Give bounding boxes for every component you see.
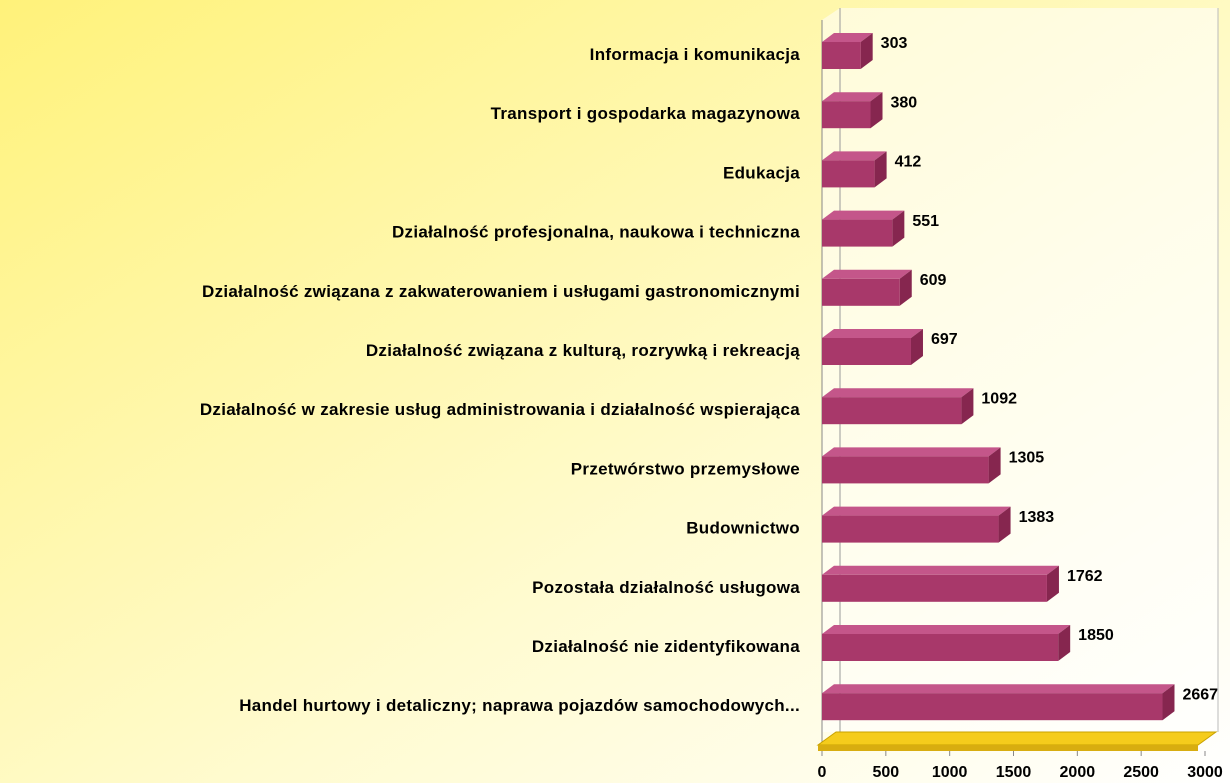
bar-side (1162, 684, 1175, 721)
bar-side (1046, 565, 1059, 602)
y-tick-label: Budownictwo (686, 519, 800, 538)
y-tick-label: Działalność związana z kulturą, rozrywką… (366, 341, 800, 360)
bar-top (822, 269, 912, 279)
bar (822, 634, 1059, 661)
bar-side (988, 447, 1001, 484)
y-tick-label: Przetwórstwo przemysłowe (571, 459, 800, 478)
value-label: 380 (891, 94, 918, 111)
bar-top (822, 33, 873, 42)
value-label: 412 (895, 154, 922, 171)
y-tick-label: Działalność profesjonalna, naukowa i tec… (392, 223, 800, 242)
bar-side (892, 210, 905, 247)
y-tick-label: Handel hurtowy i detaliczny; naprawa poj… (239, 696, 800, 715)
y-tick-label: Działalność nie zidentyfikowana (532, 637, 800, 656)
bar-side (998, 506, 1011, 543)
floor-edge (818, 745, 1198, 751)
x-tick-label: 1500 (996, 764, 1032, 781)
x-tick-label: 3000 (1187, 764, 1223, 781)
bar-top (822, 329, 923, 338)
value-label: 1092 (981, 390, 1017, 407)
bar (822, 219, 893, 247)
bar-side (874, 151, 887, 188)
bar (822, 101, 871, 129)
bar (822, 160, 875, 188)
value-label: 1383 (1019, 509, 1055, 526)
bar-top (822, 506, 1011, 516)
bar-top (822, 447, 1001, 457)
value-label: 1305 (1009, 450, 1045, 467)
bar-side (860, 33, 873, 69)
bar-side (870, 92, 883, 129)
bar (822, 42, 861, 69)
bar (822, 574, 1047, 602)
bar (822, 456, 989, 484)
y-tick-label: Pozostała działalność usługowa (532, 578, 800, 597)
value-label: 609 (920, 272, 947, 289)
value-label: 697 (931, 331, 958, 348)
bar (822, 515, 999, 543)
bar-top (822, 151, 887, 161)
bar-top (822, 210, 905, 220)
value-label: 551 (912, 213, 939, 230)
bar (822, 278, 900, 306)
bar-side (899, 269, 912, 306)
x-tick-label: 1000 (932, 764, 968, 781)
bar-side (961, 388, 974, 425)
bar-side (1058, 625, 1071, 661)
y-tick-label: Edukacja (723, 163, 800, 182)
value-label: 2667 (1182, 686, 1218, 703)
y-tick-label: Informacja i komunikacja (590, 45, 801, 64)
y-tick-label: Działalność związana z zakwaterowaniem i… (202, 282, 800, 301)
value-label: 1850 (1078, 627, 1114, 644)
y-tick-label: Działalność w zakresie usług administrow… (200, 400, 800, 419)
bar-top (822, 684, 1175, 694)
value-label: 303 (881, 35, 908, 52)
bar (822, 397, 962, 425)
value-label: 1762 (1067, 568, 1103, 585)
x-tick-label: 500 (872, 764, 899, 781)
bar-top (822, 625, 1071, 634)
floor (816, 731, 1218, 746)
bar (822, 338, 911, 365)
bar-side (910, 329, 923, 365)
x-tick-label: 2000 (1060, 764, 1096, 781)
bar-top (822, 388, 974, 398)
x-tick-label: 0 (818, 764, 827, 781)
bar (822, 693, 1163, 721)
x-tick-label: 2500 (1123, 764, 1159, 781)
bar-top (822, 92, 883, 102)
back-wall (822, 8, 1218, 732)
bar-top (822, 565, 1059, 575)
y-tick-label: Transport i gospodarka magazynowa (491, 104, 801, 123)
